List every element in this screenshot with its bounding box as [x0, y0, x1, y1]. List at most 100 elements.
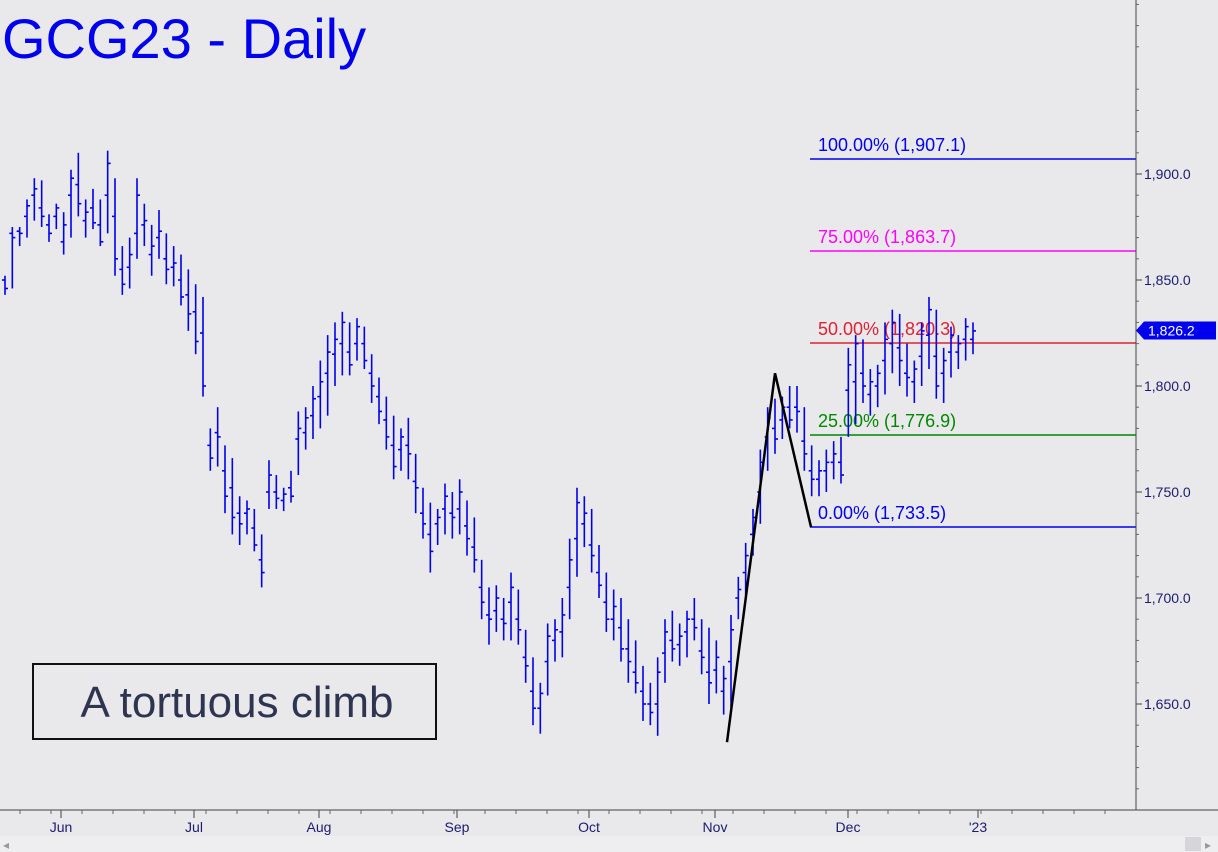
ohlc-bar [544, 623, 551, 696]
ohlc-bar [830, 441, 837, 480]
ohlc-bar [918, 322, 925, 386]
ohlc-bar [9, 227, 16, 289]
ohlc-bar [405, 417, 412, 480]
x-tick-label: Dec [836, 819, 861, 835]
ohlc-bar [200, 296, 206, 397]
scroll-right-icon[interactable]: ▸ [1205, 838, 1211, 852]
scroll-left-icon[interactable]: ◂ [3, 838, 9, 852]
ohlc-bar [478, 559, 485, 620]
ohlc-bar [442, 483, 448, 535]
ohlc-bar [640, 665, 646, 721]
chart-title: GCG23 - Daily [2, 7, 366, 70]
fib-label: 50.00% (1,820.3) [818, 319, 956, 339]
ohlc-bar [713, 640, 720, 694]
last-price-marker [1136, 321, 1216, 340]
ohlc-bar [896, 313, 903, 386]
ohlc-bar [874, 364, 881, 408]
ohlc-bar [933, 309, 940, 399]
ohlc-bar [816, 460, 822, 497]
ohlc-bar [163, 233, 170, 285]
horizontal-scrollbar[interactable]: ◂ ▸ [0, 836, 1218, 852]
y-tick-label: 1,850.0 [1144, 272, 1191, 288]
ohlc-bar [354, 318, 360, 361]
ohlc-bar [618, 598, 624, 662]
ohlc-bar [647, 682, 654, 726]
y-tick-label: 1,700.0 [1144, 590, 1191, 606]
ohlc-bar [368, 354, 375, 403]
ohlc-bar [581, 496, 588, 548]
ohlc-bar [610, 589, 617, 641]
ohlc-bar [16, 227, 23, 247]
ohlc-bar [104, 150, 111, 234]
ohlc-bar [229, 458, 236, 535]
ohlc-bar [940, 347, 947, 403]
ohlc-bar [500, 598, 507, 641]
ohlc-bar [2, 275, 8, 295]
x-tick-label: Nov [703, 819, 728, 835]
ohlc-bar [955, 335, 962, 370]
ohlc-bar [911, 360, 918, 403]
ohlc-bar [97, 199, 104, 247]
ohlc-bar [786, 386, 793, 429]
ohlc-bar [346, 322, 353, 376]
scrollbar-thumb[interactable] [1185, 837, 1201, 851]
ohlc-bar [258, 534, 265, 588]
annotation-box: A tortuous climb [32, 663, 437, 740]
x-tick-label: Oct [578, 819, 600, 835]
x-tick-label: '23 [969, 819, 987, 835]
ohlc-bar [53, 203, 60, 230]
x-tick-label: Aug [307, 819, 332, 835]
ohlc-bar [852, 335, 859, 425]
ohlc-bar [280, 487, 287, 512]
ohlc-bar [295, 411, 302, 476]
abc-pattern [725, 372, 813, 743]
ohlc-bar [420, 487, 426, 539]
ohlc-bar [207, 428, 214, 471]
ohlc-bar [310, 386, 316, 439]
ohlc-bar [706, 627, 712, 704]
ohlc-bar [801, 407, 808, 471]
ohlc-bar [625, 619, 632, 683]
last-price-label: 1,826.2 [1148, 322, 1195, 338]
ohlc-bar [867, 369, 874, 416]
ohlc-bar [126, 237, 133, 289]
annotation-text: A tortuous climb [80, 678, 393, 727]
ohlc-bar [192, 284, 199, 355]
ohlc-bar [596, 545, 602, 598]
ohlc-bar [170, 246, 177, 287]
ohlc-bar [537, 682, 544, 734]
pattern-line [725, 372, 813, 743]
ohlc-bar [434, 508, 441, 545]
ohlc-bar [508, 572, 514, 641]
ohlc-bar [332, 322, 338, 386]
ohlc-bar [273, 475, 280, 509]
ohlc-bar [735, 576, 742, 620]
ohlc-bar [398, 428, 404, 471]
ohlc-bar [948, 326, 954, 378]
ohlc-bar [603, 572, 610, 632]
ohlc-bar [889, 309, 896, 374]
y-tick-label: 1,800.0 [1144, 378, 1191, 394]
ohlc-bar [244, 500, 250, 535]
ohlc-bar [970, 322, 976, 355]
fib-label: 100.00% (1,907.1) [818, 135, 966, 155]
ohlc-bar [698, 619, 705, 675]
fib-level: 25.00% (1,776.9) [810, 411, 1136, 436]
ohlc-bar [882, 322, 888, 395]
ohlc-bar [823, 449, 830, 492]
y-tick-label: 1,900.0 [1144, 166, 1191, 182]
ohlc-bar [559, 598, 566, 658]
ohlc-bar [471, 517, 478, 573]
ohlc-bar [376, 377, 382, 425]
scrollbar-track[interactable] [0, 836, 1218, 852]
ohlc-bar [530, 657, 536, 726]
ohlc-bar [904, 343, 910, 397]
ohlc-bar [522, 629, 529, 683]
fib-label: 0.00% (1,733.5) [818, 503, 946, 523]
ohlc-bar [662, 619, 668, 683]
ohlc-bar [574, 487, 580, 577]
ohlc-bar [669, 610, 676, 662]
